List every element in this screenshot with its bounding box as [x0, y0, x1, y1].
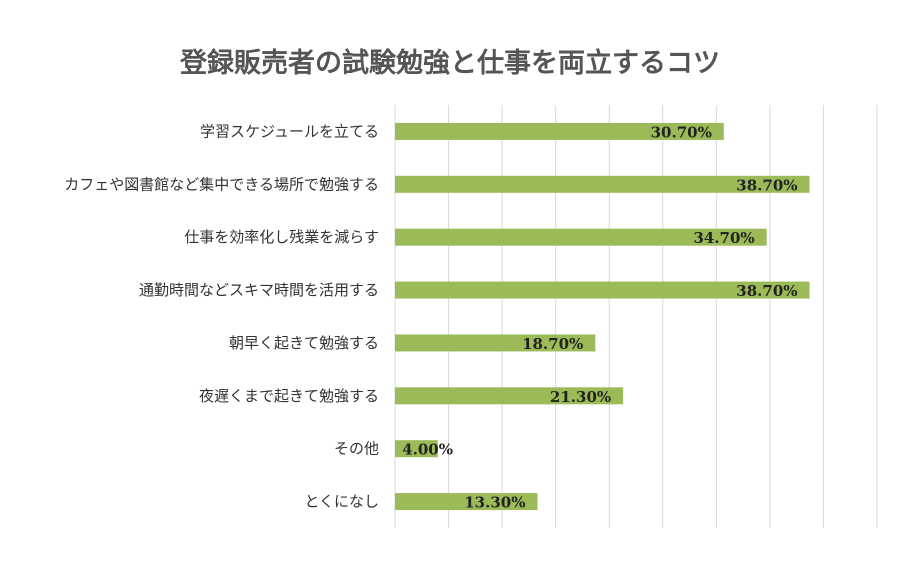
data-label: 38.70% — [736, 176, 797, 194]
bar — [395, 440, 438, 458]
bar — [395, 387, 624, 405]
category-label: 通勤時間などスキマ時間を活用する — [139, 281, 379, 299]
gridlines — [394, 105, 878, 528]
data-labels: 30.70% 38.70% 34.70% 38.70% 18.70% 21.30% 4.00… — [402, 123, 797, 511]
category-label: 朝早く起きて勉強する — [229, 334, 379, 352]
category-label: カフェや図書館など集中できる場所で勉強する — [64, 175, 379, 193]
data-label: 13.30% — [464, 494, 525, 512]
bars — [395, 122, 810, 511]
bar — [395, 281, 810, 299]
chart-title: 登録販売者の試験勉強と仕事を両立するコツ — [179, 47, 720, 79]
data-label: 4.00% — [402, 441, 453, 459]
bar — [395, 175, 810, 193]
category-label: 仕事を効率化し残業を減らす — [184, 228, 379, 246]
bar — [395, 493, 538, 511]
data-label: 18.70% — [522, 335, 583, 353]
data-label: 34.70% — [693, 229, 754, 247]
category-label: 学習スケジュールを立てる — [200, 122, 379, 140]
category-label: 夜遅くまで起きて勉強する — [199, 387, 379, 405]
bar — [395, 334, 596, 352]
category-labels: 学習スケジュールを立てるカフェや図書館など集中できる場所で勉強する仕事を効率化し… — [64, 122, 379, 510]
category-label: とくになし — [304, 493, 379, 511]
data-label: 30.70% — [651, 123, 712, 141]
bar — [395, 122, 724, 140]
category-label: その他 — [334, 440, 379, 458]
bar — [395, 228, 767, 246]
data-label: 21.30% — [550, 388, 611, 406]
data-label: 38.70% — [736, 282, 797, 300]
